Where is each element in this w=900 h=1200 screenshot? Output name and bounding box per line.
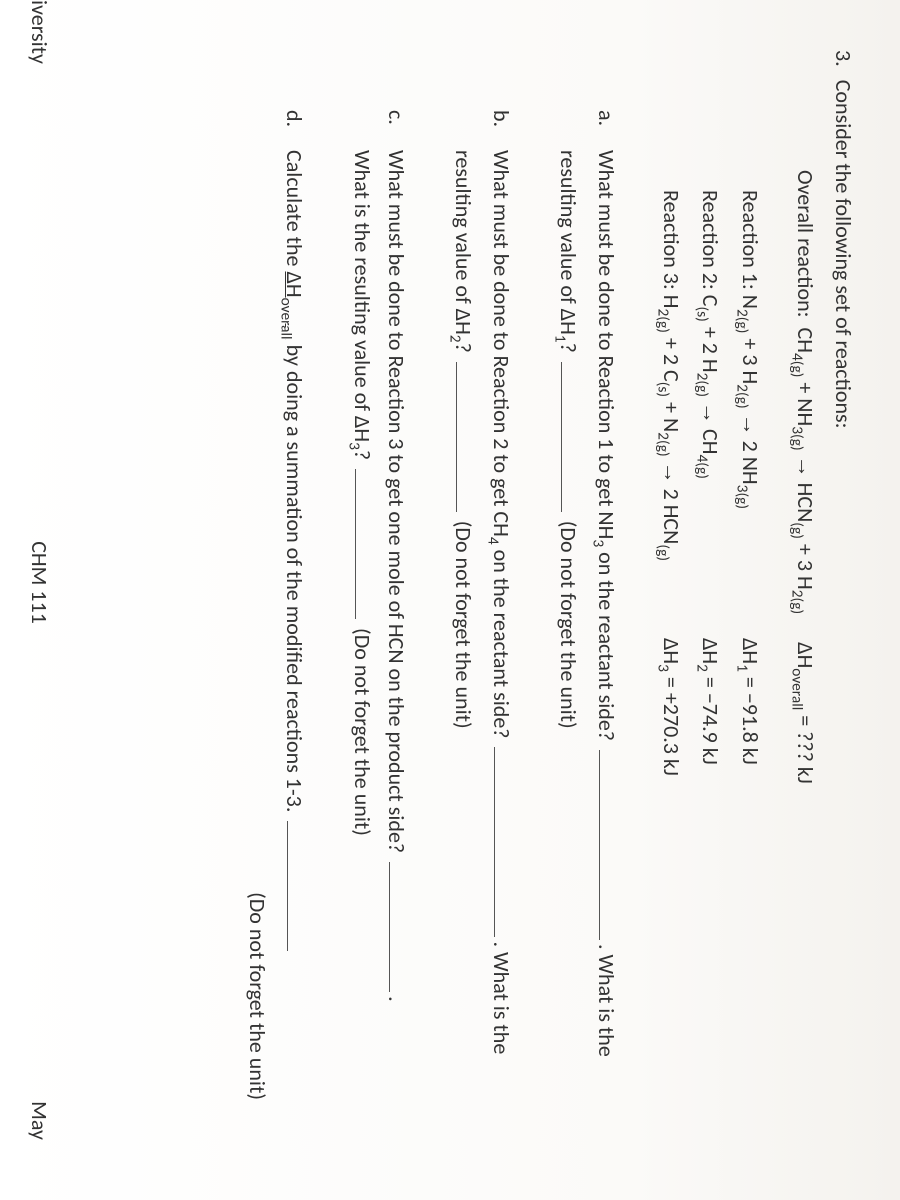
subpart-b-body: What must be done to Reaction 2 to get C… [443, 150, 518, 1140]
reaction-1-row: Reaction 1: N2(g) + 3 H2(g) → 2 NH3(g) Δ… [729, 190, 766, 1140]
blank-a2 [561, 362, 585, 512]
blank-b1 [494, 747, 518, 937]
blank-b2 [456, 362, 480, 512]
overall-label: Overall reaction: [792, 170, 819, 318]
footer-left: iversity [26, 0, 53, 64]
reaction-1-dh: ΔH1 = −91.8 kJ [729, 638, 766, 765]
blank-c2 [355, 469, 379, 619]
reaction-1-eq: Reaction 1: N2(g) + 3 H2(g) → 2 NH3(g) [729, 190, 766, 610]
worksheet-page: 3. Consider the following set of reactio… [0, 0, 900, 1200]
overall-delta-h: ΔHoverall = ??? kJ [785, 642, 822, 784]
reaction-2-row: Reaction 2: C(s) + 2 H2(g) → CH4(g) ΔH2 … [690, 190, 727, 1140]
blank-d1 [287, 821, 311, 951]
subpart-b: b. What must be done to Reaction 2 to ge… [443, 110, 518, 1140]
subpart-a: a. What must be done to Reaction 1 to ge… [548, 110, 623, 1140]
reaction-2-eq: Reaction 2: C(s) + 2 H2(g) → CH4(g) [690, 190, 727, 610]
subpart-a-unitnote: (Do not forget the unit) [555, 521, 582, 729]
subpart-c-unitnote: (Do not forget the unit) [349, 628, 376, 836]
footer-right: May [26, 1101, 53, 1140]
subpart-c-body: What must be done to Reaction 3 to get o… [341, 150, 413, 1140]
blank-a1 [599, 750, 623, 940]
subpart-d-body: Calculate the ΔHoverall by doing a summa… [240, 150, 312, 1140]
sub-parts: a. What must be done to Reaction 1 to ge… [240, 110, 623, 1140]
subpart-c-tail: . [383, 996, 410, 1002]
reaction-3-dh: ΔH3 = +270.3 kJ [651, 638, 688, 776]
subpart-d-letter: d. [240, 110, 312, 150]
subpart-d: d. Calculate the ΔHoverall by doing a su… [240, 110, 312, 1140]
subpart-a-body: What must be done to Reaction 1 to get N… [548, 150, 623, 1140]
reaction-3-row: Reaction 3: H2(g) + 2 C(s) + N2(g) → 2 H… [651, 190, 688, 1140]
subpart-a-letter: a. [548, 110, 623, 150]
subpart-d-post: by doing a summation of the modified rea… [281, 340, 308, 813]
question-stem: Consider the following set of reactions: [830, 80, 857, 429]
subpart-b-letter: b. [443, 110, 518, 150]
question-block: 3. Consider the following set of reactio… [240, 50, 860, 1140]
subpart-c: c. What must be done to Reaction 3 to ge… [341, 110, 413, 1140]
given-reactions: Reaction 1: N2(g) + 3 H2(g) → 2 NH3(g) Δ… [651, 190, 767, 1140]
subpart-d-dh-underline: ΔHoverall [281, 271, 308, 339]
reaction-3-eq: Reaction 3: H2(g) + 2 C(s) + N2(g) → 2 H… [651, 190, 688, 610]
overall-reaction-eq: Overall reaction: CH4(g) + NH3(g) → HCN(… [785, 170, 822, 614]
reaction-2-dh: ΔH2 = −74.9 kJ [690, 638, 727, 765]
subpart-b-unitnote: (Do not forget the unit) [450, 521, 477, 729]
subpart-d-unitnote: (Do not forget the unit) [240, 892, 274, 1100]
subpart-c-letter: c. [341, 110, 413, 150]
subpart-a-tail: . What is the [593, 944, 620, 1057]
subpart-b-tail: . What is the [488, 941, 515, 1054]
subpart-d-pre: Calculate the [281, 150, 308, 271]
question-number: 3. [826, 50, 860, 67]
blank-c1 [389, 862, 413, 992]
footer-center: CHM 111 [26, 541, 53, 624]
page-footer: iversity CHM 111 May [26, 0, 53, 1200]
overall-reaction-row: Overall reaction: CH4(g) + NH3(g) → HCN(… [785, 170, 822, 1140]
